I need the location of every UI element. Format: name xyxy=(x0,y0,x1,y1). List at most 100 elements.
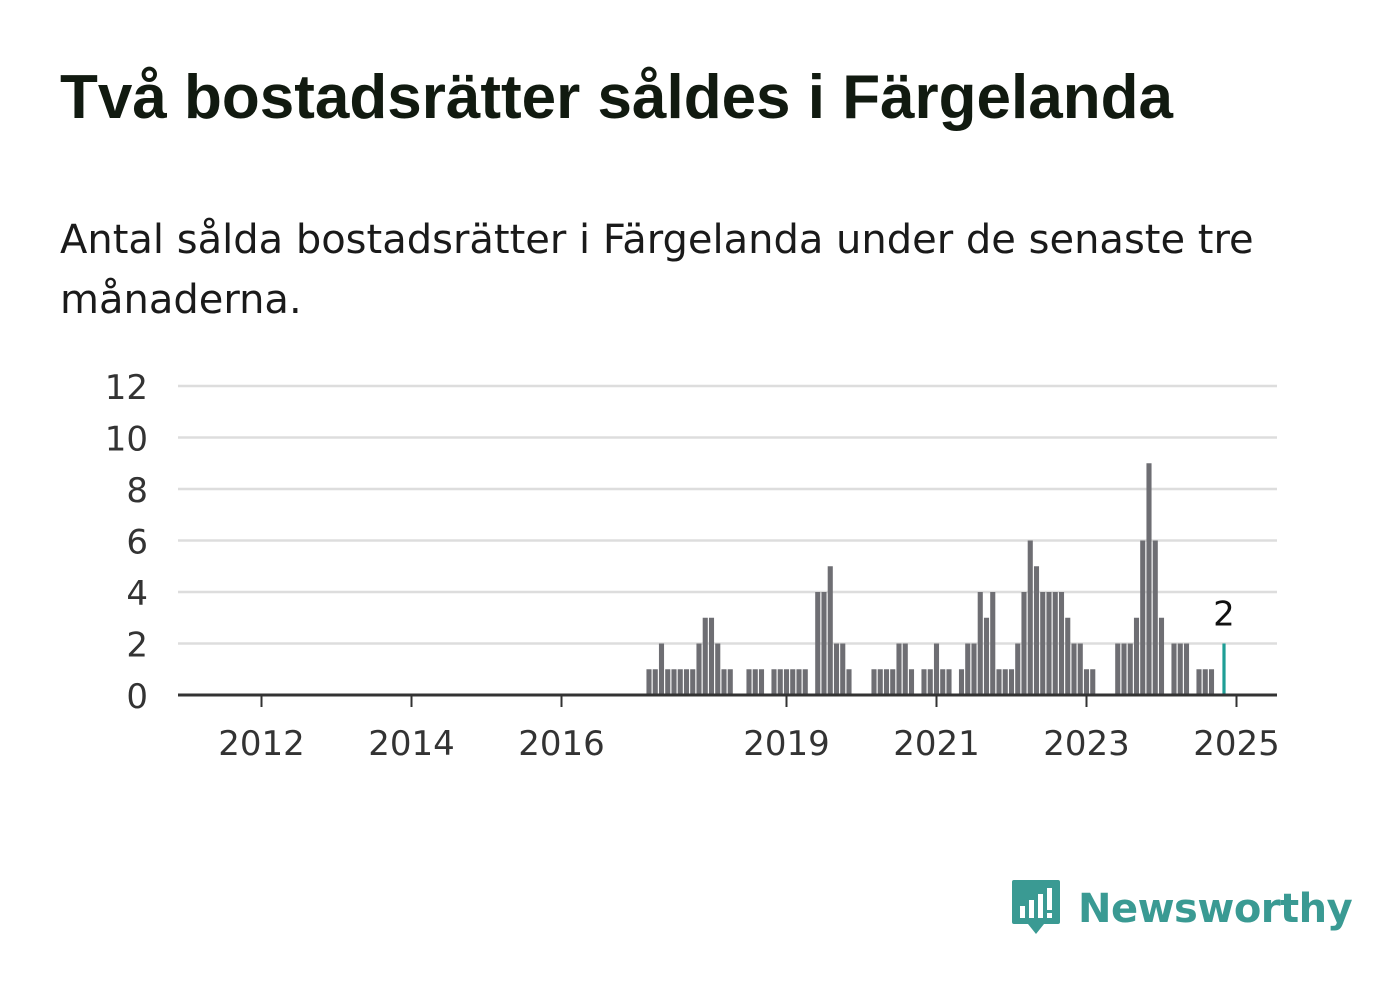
chart-subtitle: Antal sålda bostadsrätter i Färgelanda u… xyxy=(60,217,1254,323)
bar xyxy=(1077,643,1083,695)
axes: 0 2 4 6 8 10 12 2 2012 2014 2016 2019 2021 2023 2025 xyxy=(105,368,1280,764)
x-tick-label: 2016 xyxy=(518,724,605,764)
bar xyxy=(683,669,690,695)
bar xyxy=(877,669,883,695)
bar xyxy=(977,592,983,695)
bar xyxy=(1208,669,1215,695)
bar xyxy=(983,617,990,695)
bar xyxy=(802,669,808,695)
bar xyxy=(721,669,727,695)
bar xyxy=(690,669,696,695)
bar xyxy=(896,643,902,695)
bar xyxy=(752,669,758,695)
chart-title: Två bostadsrätter såldes i Färgelanda xyxy=(60,63,1173,132)
bar xyxy=(665,669,671,695)
bar xyxy=(658,643,665,695)
bar xyxy=(1133,617,1140,695)
bar xyxy=(990,592,996,695)
bar xyxy=(727,669,733,695)
x-tick-label: 2025 xyxy=(1193,724,1280,764)
bar xyxy=(671,669,677,695)
bar xyxy=(1121,643,1127,695)
bar xyxy=(833,643,840,695)
bar xyxy=(1158,617,1165,695)
bar xyxy=(927,669,933,695)
bar xyxy=(1052,592,1058,695)
bar xyxy=(933,643,940,695)
bar xyxy=(1015,643,1021,695)
bar xyxy=(1140,540,1146,695)
bar xyxy=(758,669,765,695)
bar xyxy=(958,669,965,695)
bar xyxy=(1183,643,1190,695)
y-tick-label: 2 xyxy=(126,626,148,666)
bar xyxy=(1040,592,1046,695)
y-tick-label: 4 xyxy=(126,574,148,614)
bar xyxy=(715,643,721,695)
x-tick-label: 2012 xyxy=(218,724,305,764)
bar xyxy=(771,669,777,695)
y-tick-label: 0 xyxy=(126,677,148,717)
bar xyxy=(890,669,896,695)
bar xyxy=(1071,643,1077,695)
bar xyxy=(796,669,802,695)
bar xyxy=(821,592,827,695)
bar xyxy=(652,669,658,695)
bar xyxy=(1171,643,1177,695)
bar-highlight xyxy=(1222,643,1226,695)
y-tick-label: 12 xyxy=(105,368,148,408)
highlight-data-label: 2 xyxy=(1213,595,1235,635)
bar xyxy=(708,617,715,695)
bar xyxy=(1058,592,1065,695)
bar xyxy=(827,566,833,695)
bar xyxy=(971,643,977,695)
bar xyxy=(815,592,821,695)
bar xyxy=(1196,669,1202,695)
bar xyxy=(1046,592,1052,695)
bar xyxy=(1146,463,1152,695)
bar xyxy=(1002,669,1008,695)
bar xyxy=(1127,643,1133,695)
bar xyxy=(777,669,783,695)
newsworthy-logo: Newsworthy xyxy=(1010,878,1353,940)
x-tick-label: 2023 xyxy=(1043,724,1130,764)
gridlines xyxy=(178,384,1277,645)
bar xyxy=(702,617,708,695)
bar xyxy=(1152,540,1158,695)
bar xyxy=(1177,643,1183,695)
bar xyxy=(677,669,683,695)
bar xyxy=(846,669,852,695)
bar xyxy=(1033,566,1040,695)
bar xyxy=(1027,540,1033,695)
y-tick-label: 10 xyxy=(105,420,148,460)
bar xyxy=(940,669,946,695)
bar xyxy=(746,669,752,695)
bar xyxy=(946,669,952,695)
x-tick-label: 2014 xyxy=(368,724,455,764)
bar xyxy=(883,669,890,695)
bar xyxy=(1021,592,1027,695)
bar xyxy=(696,643,702,695)
bars xyxy=(646,463,1226,695)
bar xyxy=(646,669,652,695)
bar xyxy=(1083,669,1090,695)
bar xyxy=(965,643,971,695)
x-tick-label: 2019 xyxy=(743,724,830,764)
bar xyxy=(996,669,1002,695)
x-tick-label: 2021 xyxy=(893,724,980,764)
bar xyxy=(1065,617,1071,695)
bar xyxy=(790,669,796,695)
bar xyxy=(871,669,877,695)
bar xyxy=(1090,669,1096,695)
y-tick-label: 8 xyxy=(126,471,148,511)
bar xyxy=(840,643,846,695)
bar xyxy=(908,669,915,695)
bar xyxy=(1202,669,1208,695)
bar xyxy=(1115,643,1121,695)
bar xyxy=(921,669,927,695)
y-tick-label: 6 xyxy=(126,523,148,563)
newsworthy-logo-text: Newsworthy xyxy=(1078,886,1353,932)
bar xyxy=(783,669,790,695)
bar xyxy=(902,643,908,695)
